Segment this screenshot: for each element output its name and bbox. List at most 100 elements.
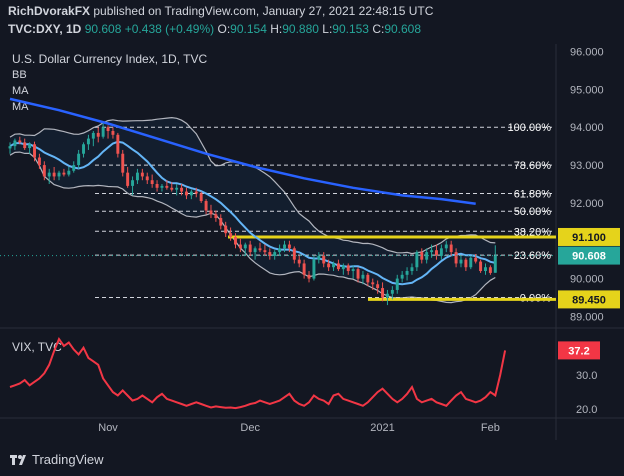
candle-body bbox=[82, 144, 85, 154]
ma-long-line bbox=[9, 97, 476, 205]
candle-body bbox=[116, 134, 120, 154]
candle-body bbox=[327, 263, 331, 268]
price-tick-label: 93.000 bbox=[570, 160, 604, 172]
highlight-price-tag bbox=[558, 227, 620, 246]
candle-body bbox=[322, 255, 326, 264]
candle-body bbox=[273, 252, 277, 256]
candle-body bbox=[312, 259, 316, 279]
candle-body bbox=[209, 210, 213, 215]
fib-level-label: 38.20% bbox=[514, 226, 552, 238]
candle-body bbox=[219, 218, 223, 226]
candle-body bbox=[484, 267, 487, 272]
candle-body bbox=[8, 146, 12, 149]
fib-level-label: 78.60% bbox=[514, 160, 552, 172]
brand-name[interactable]: TradingView bbox=[32, 452, 104, 467]
candle-body bbox=[57, 172, 61, 177]
candle-body bbox=[346, 265, 350, 272]
footer: TradingView bbox=[0, 444, 624, 476]
candle-body bbox=[381, 288, 385, 298]
vix-tick-label: 30.0 bbox=[576, 370, 597, 382]
bollinger-band-fill bbox=[10, 117, 496, 303]
candle-body bbox=[488, 267, 492, 273]
fib-level-label: 61.80% bbox=[514, 188, 552, 200]
candle-body bbox=[106, 127, 110, 132]
candle-body bbox=[253, 248, 257, 253]
candle-body bbox=[302, 263, 306, 275]
low-value: 90.153 bbox=[332, 22, 369, 36]
candle-body bbox=[410, 267, 414, 272]
candle-body bbox=[185, 191, 188, 196]
last-price: 90.608 bbox=[84, 22, 122, 36]
candle-body bbox=[121, 153, 125, 173]
candle-body bbox=[194, 191, 198, 194]
candle-body bbox=[224, 225, 228, 234]
time-tick-label: 2021 bbox=[370, 422, 394, 434]
candle-body bbox=[263, 250, 267, 253]
candle-body bbox=[336, 263, 340, 270]
candle-body bbox=[435, 250, 438, 256]
vix-last-tag bbox=[558, 341, 600, 360]
candle-body bbox=[62, 172, 66, 175]
bollinger-lower-line bbox=[9, 151, 496, 304]
candle-body bbox=[234, 236, 237, 245]
vix-line bbox=[9, 337, 507, 410]
candle-body bbox=[469, 257, 473, 268]
candle-body bbox=[96, 132, 100, 137]
symbol-label[interactable]: TVC:DXY, 1D bbox=[8, 22, 82, 36]
candle-body bbox=[400, 274, 404, 279]
candle-body bbox=[189, 191, 193, 196]
candle-body bbox=[52, 172, 56, 177]
candle-body bbox=[283, 244, 286, 249]
close-label: C: bbox=[372, 22, 385, 36]
candle-body bbox=[415, 252, 419, 268]
price-tick-label: 94.000 bbox=[570, 122, 604, 134]
author-name[interactable]: RichDvorakFX bbox=[8, 4, 91, 18]
price-tick-label: 89.000 bbox=[570, 311, 604, 323]
candle-body bbox=[91, 132, 95, 139]
candle-body bbox=[420, 252, 424, 260]
candle-body bbox=[474, 257, 478, 262]
candle-body bbox=[297, 259, 301, 264]
candle-body bbox=[356, 269, 360, 279]
last-price-tag bbox=[558, 246, 620, 265]
candle-body bbox=[395, 278, 399, 290]
fib-level-label: 100.00% bbox=[508, 122, 552, 134]
indicator-label-bb: BB bbox=[12, 69, 27, 81]
candle-body bbox=[376, 284, 380, 289]
candle-body bbox=[180, 187, 184, 192]
candle-body bbox=[72, 165, 76, 171]
candle-body bbox=[126, 172, 130, 186]
candle-body bbox=[18, 140, 22, 143]
candle-body bbox=[170, 187, 174, 190]
open-value: 90.154 bbox=[230, 22, 267, 36]
vix-chart-title: VIX, TVC bbox=[12, 340, 62, 354]
highlight-price-label: 89.450 bbox=[572, 294, 606, 306]
candle-body bbox=[317, 255, 321, 260]
candle-body bbox=[165, 185, 169, 188]
tradingview-logo-icon[interactable] bbox=[10, 452, 26, 468]
highlight-price-label: 91.100 bbox=[572, 232, 606, 244]
candle-body bbox=[101, 127, 105, 137]
candle-body bbox=[405, 271, 409, 275]
candle-body bbox=[238, 244, 242, 249]
candle-body bbox=[425, 252, 429, 260]
vix-last-label: 37.2 bbox=[568, 345, 589, 357]
candle-body bbox=[464, 259, 468, 268]
candle-body bbox=[390, 289, 394, 294]
candle-body bbox=[430, 250, 434, 253]
chart-header: RichDvorakFX published on TradingView.co… bbox=[0, 0, 624, 44]
candle-body bbox=[140, 172, 144, 177]
candle-body bbox=[145, 176, 149, 181]
candle-body bbox=[47, 172, 51, 177]
indicator-label-ma1: MA bbox=[12, 85, 29, 97]
candle-body bbox=[199, 193, 203, 202]
fib-level-label: 50.00% bbox=[514, 206, 552, 218]
candle-body bbox=[361, 274, 365, 279]
price-tick-label: 90.000 bbox=[570, 274, 604, 286]
candle-body bbox=[307, 274, 311, 279]
chart-canvas[interactable]: U.S. Dollar Currency Index, 1D, TVC BB M… bbox=[0, 0, 624, 444]
candle-body bbox=[37, 157, 41, 166]
candle-body bbox=[248, 244, 252, 253]
candle-body bbox=[449, 244, 453, 253]
time-tick-label: Dec bbox=[240, 422, 260, 434]
